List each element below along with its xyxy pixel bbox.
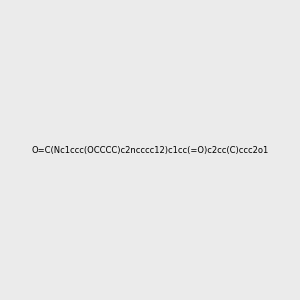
Text: O=C(Nc1ccc(OCCCC)c2ncccc12)c1cc(=O)c2cc(C)ccc2o1: O=C(Nc1ccc(OCCCC)c2ncccc12)c1cc(=O)c2cc(… (32, 146, 268, 154)
